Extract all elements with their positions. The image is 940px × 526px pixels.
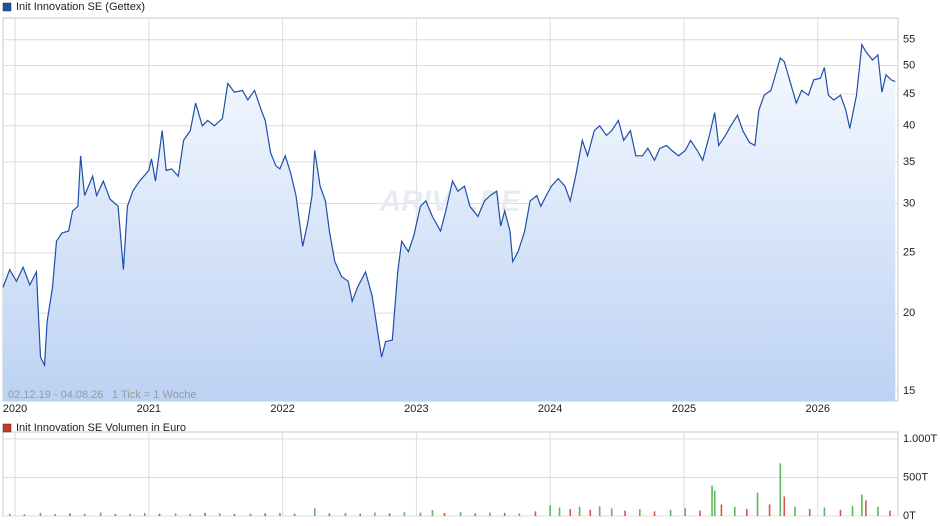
volume-bar — [794, 506, 796, 516]
y-tick-label: 30 — [903, 197, 915, 209]
y-tick-label: 55 — [903, 34, 915, 46]
volume-bar — [249, 513, 252, 516]
y-tick-label: 0T — [903, 510, 916, 522]
volume-bar — [851, 505, 854, 516]
volume-bar — [569, 509, 572, 516]
volume-bar — [503, 512, 506, 516]
volume-bar — [589, 509, 592, 516]
volume-bar — [279, 512, 281, 516]
volume-bar — [865, 500, 867, 516]
volume-bar — [99, 512, 102, 516]
volume-bar — [23, 514, 26, 516]
volume-bar — [684, 508, 687, 516]
volume-bar — [388, 513, 391, 516]
volume-bar — [518, 513, 521, 516]
y-tick-label: 500T — [903, 471, 928, 483]
volume-bar — [474, 513, 477, 516]
volume-bar — [598, 506, 601, 516]
legend-swatch — [2, 423, 12, 433]
volume-bar — [39, 512, 42, 516]
volume-bar — [419, 512, 422, 516]
volume-bar — [783, 496, 786, 516]
volume-bar — [746, 509, 748, 516]
volume-bar — [403, 512, 406, 516]
volume-bar — [233, 514, 236, 516]
volume-bar — [534, 511, 537, 516]
volume-bar — [359, 513, 361, 516]
volume-bar — [549, 505, 551, 516]
x-tick-label: 2024 — [538, 403, 562, 415]
volume-bar — [218, 513, 221, 516]
volume-bar — [624, 510, 626, 516]
tick-note: 1 Tick = 1 Woche — [112, 389, 196, 401]
x-tick-label: 2020 — [3, 403, 27, 415]
volume-bar — [54, 514, 56, 516]
y-tick-label: 40 — [903, 120, 915, 132]
y-tick-label: 15 — [903, 385, 915, 397]
volume-bar — [639, 509, 641, 516]
volume-bar — [431, 510, 434, 516]
x-tick-label: 2023 — [404, 403, 428, 415]
volume-bar — [158, 513, 161, 516]
y-tick-label: 1.000T — [903, 433, 938, 445]
x-tick-label: 2025 — [672, 403, 696, 415]
volume-bar — [374, 512, 376, 516]
volume-bar — [578, 506, 581, 516]
y-tick-label: 35 — [903, 156, 915, 168]
plot-frame — [2, 431, 899, 517]
volume-bar — [699, 510, 701, 516]
volume-bar — [8, 513, 11, 516]
legend-label: Init Innovation SE Volumen in Euro — [16, 422, 186, 434]
volume-bar — [83, 513, 86, 516]
volume-bar — [713, 490, 716, 516]
volume-bar — [489, 512, 491, 516]
volume-bar — [293, 513, 296, 516]
legend-label: Init Innovation SE (Gettex) — [16, 1, 145, 13]
volume-bar — [733, 506, 736, 516]
volume-bar — [669, 509, 672, 516]
volume-bar — [711, 485, 713, 516]
volume-bar — [129, 513, 131, 516]
volume-bar — [877, 506, 879, 516]
y-tick-label: 50 — [903, 59, 915, 71]
price-line — [2, 42, 896, 368]
price-area — [3, 44, 896, 401]
volume-bar — [69, 513, 71, 516]
volume-bar — [114, 514, 117, 516]
volume-bar — [768, 504, 771, 516]
volume-bar — [189, 513, 192, 516]
volume-bar — [264, 513, 267, 516]
volume-bar — [779, 463, 782, 516]
volume-bar — [808, 509, 811, 516]
volume-bar — [889, 510, 891, 516]
volume-bar — [144, 512, 146, 516]
legend-swatch — [2, 2, 12, 12]
volume-bar — [756, 492, 759, 516]
y-tick-label: 20 — [903, 307, 915, 319]
x-tick-label: 2021 — [137, 403, 161, 415]
volume-bar — [328, 513, 331, 516]
volume-bar — [653, 511, 656, 516]
volume-bar — [839, 509, 842, 516]
volume-bar — [558, 507, 561, 516]
date-range: 02.12.19 - 04.08.26 — [8, 389, 103, 401]
volume-bar — [610, 508, 613, 516]
volume-bar — [459, 512, 462, 516]
volume-bar — [861, 494, 863, 516]
volume-bar — [174, 513, 177, 516]
x-tick-label: 2026 — [805, 403, 829, 415]
volume-bar — [823, 507, 826, 516]
volume-bar — [344, 512, 347, 516]
volume-bar — [443, 512, 446, 516]
volume-bar — [313, 508, 316, 516]
y-tick-label: 45 — [903, 88, 915, 100]
volume-bar — [720, 504, 723, 516]
y-tick-label: 25 — [903, 247, 915, 259]
volume-bar — [204, 512, 206, 516]
x-tick-label: 2022 — [270, 403, 294, 415]
